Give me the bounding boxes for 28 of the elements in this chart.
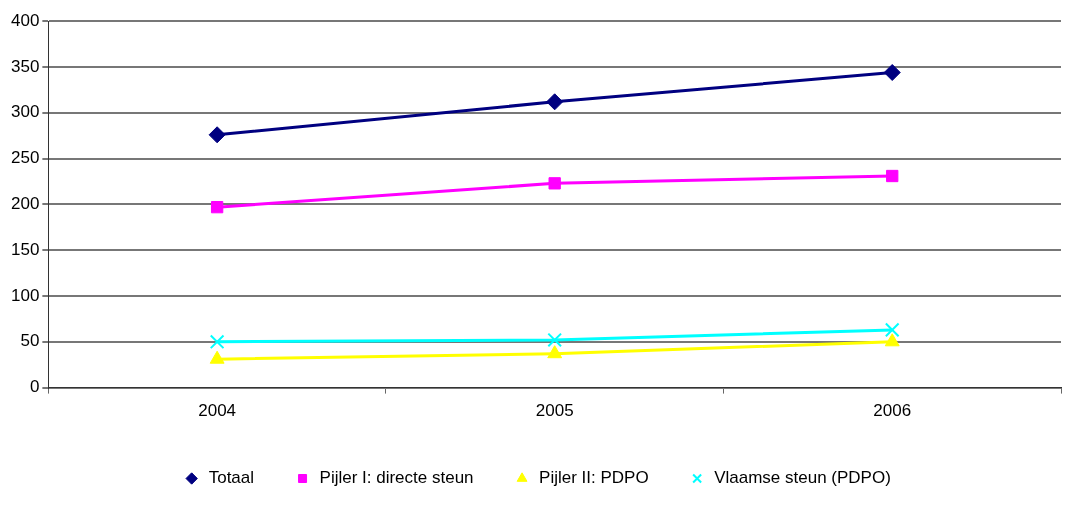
- y-tick-label: 250: [10, 148, 40, 168]
- y-tick-label: 300: [10, 102, 40, 122]
- point: [209, 334, 225, 350]
- y-tick-label: 350: [10, 56, 40, 76]
- point: [208, 126, 226, 144]
- x-tick-label: 2006: [873, 401, 912, 421]
- point: [547, 345, 563, 359]
- point: [546, 93, 564, 111]
- point: [209, 350, 225, 364]
- y-tick-label: 0: [29, 377, 40, 397]
- y-tick-label: 100: [10, 285, 40, 305]
- y-tick-label: 150: [10, 239, 40, 259]
- x-tick-label: 2004: [198, 401, 237, 421]
- legend-label: Pijler I: directe steun: [319, 468, 474, 488]
- legend-label: Vlaamse steun (PDPO): [714, 468, 891, 488]
- y-tick-label: 50: [20, 331, 40, 351]
- point: [883, 64, 901, 81]
- y-tick-label: 200: [10, 194, 40, 214]
- legend-label: Totaal: [208, 468, 255, 488]
- y-tick-label: 400: [10, 10, 40, 30]
- point: [548, 177, 561, 190]
- point: [884, 322, 900, 338]
- point: [886, 169, 899, 183]
- point: [547, 332, 563, 348]
- x-tick-label: 2005: [535, 401, 574, 421]
- legend-label: Pijler II: PDPO: [539, 468, 649, 488]
- point: [884, 333, 900, 347]
- point: [210, 200, 224, 214]
